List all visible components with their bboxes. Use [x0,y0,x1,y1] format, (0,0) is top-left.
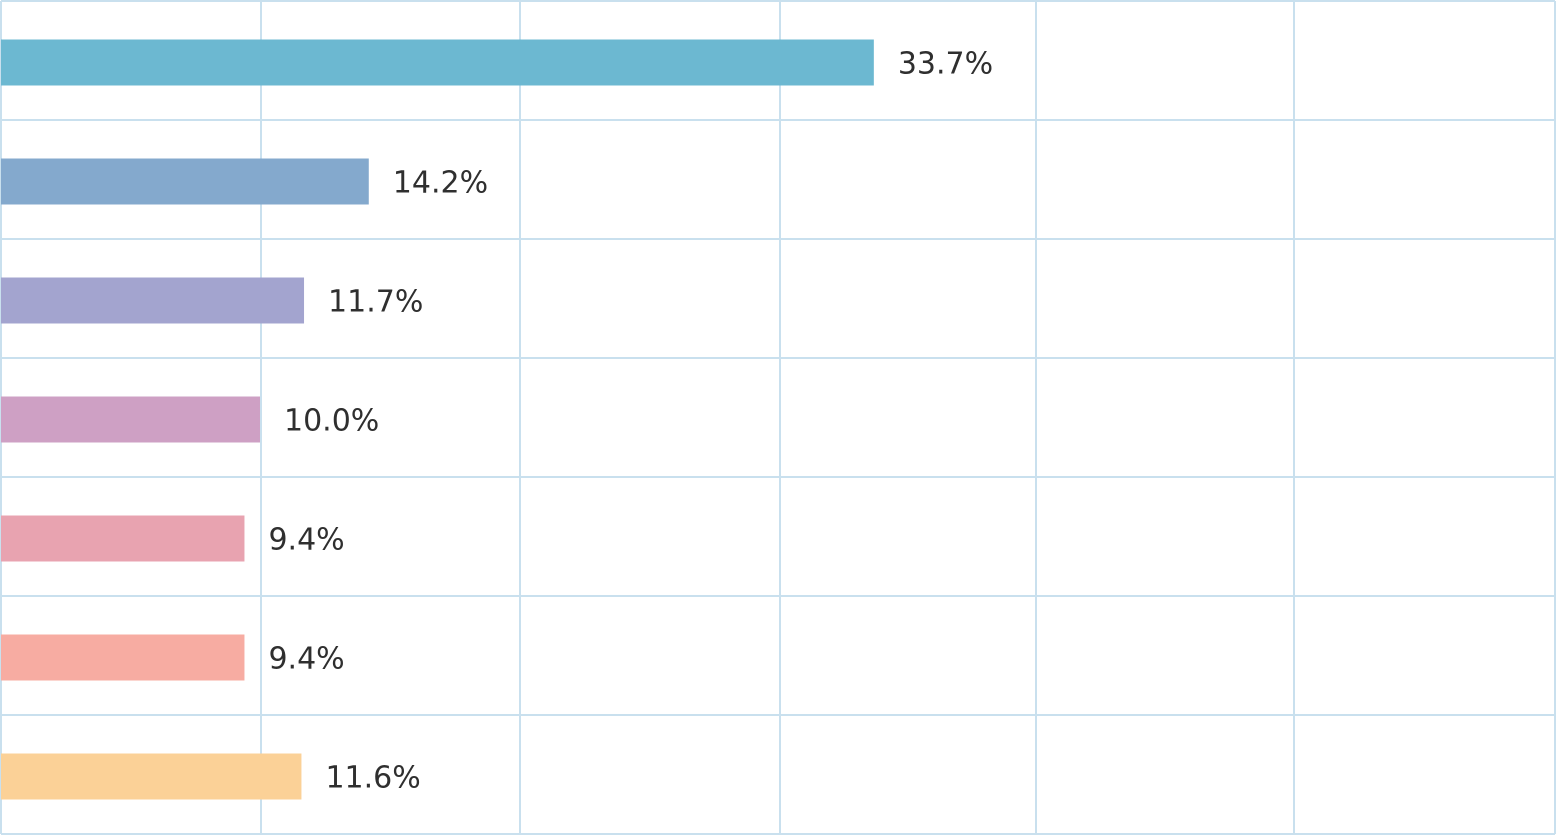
bar [1,396,260,443]
label-layer: 33.7% 14.2% 11.7% 10.0% 9.4% 9.4% 11.6% [268,47,993,796]
bar-layer [1,39,874,800]
bar-value-label: 10.0% [284,404,379,439]
bar-value-label: 33.7% [898,47,993,82]
bar-value-label: 9.4% [268,642,344,677]
bar [1,39,874,86]
bar [1,158,369,205]
bar-value-label: 9.4% [268,523,344,558]
bar [1,634,245,681]
bar-value-label: 11.6% [325,761,420,796]
bar [1,515,245,562]
bar [1,753,302,800]
bar [1,277,305,324]
bar-value-label: 14.2% [393,166,488,201]
bar-value-label: 11.7% [328,285,423,320]
